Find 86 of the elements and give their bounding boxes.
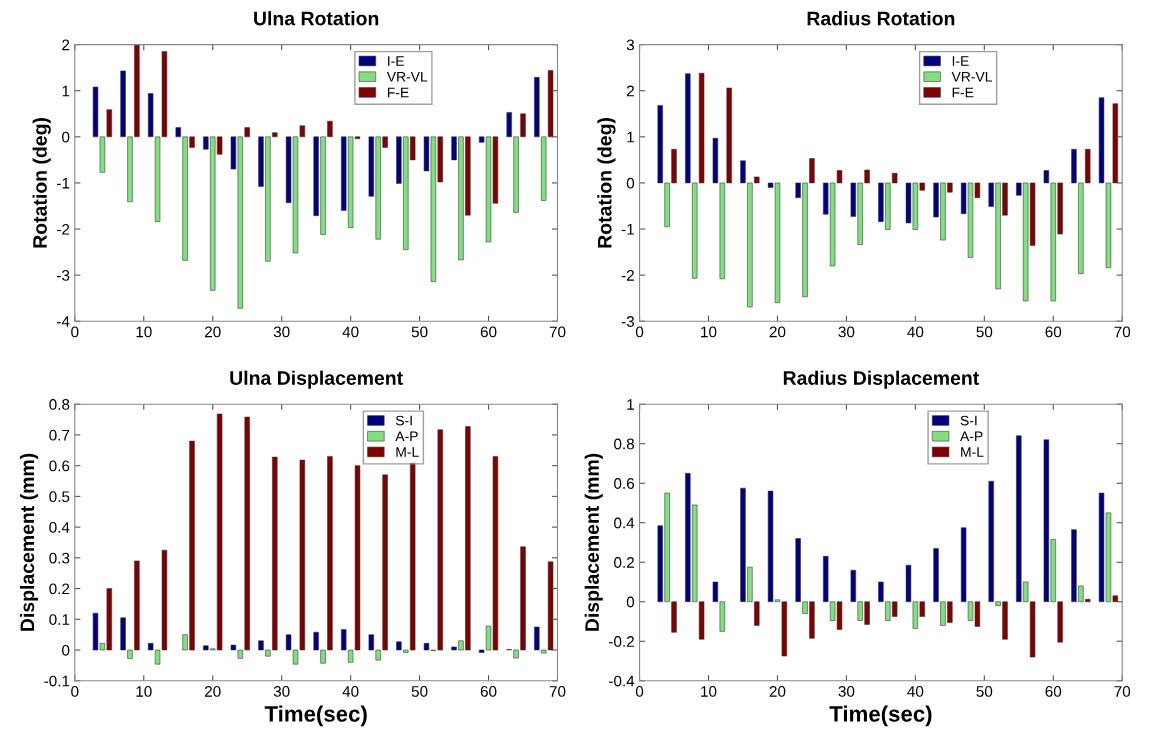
legend-label: M-L <box>396 447 419 457</box>
y-tick-label: 0.4 <box>614 517 635 529</box>
y-tick-label: -0.2 <box>609 636 634 647</box>
chart-title: Ulna Rotation <box>254 11 379 26</box>
y-tick-label: 0 <box>626 177 635 189</box>
x-tick-label: 50 <box>976 686 993 697</box>
x-tick-label: 50 <box>411 686 428 697</box>
y-axis-title: Rotation (deg) <box>32 118 51 248</box>
legend-label: S-I <box>395 415 412 426</box>
y-tick-label: 0 <box>62 644 70 656</box>
y-tick-label: -2 <box>57 223 70 235</box>
y-tick-label: 0.7 <box>49 429 70 441</box>
y-axis-title: Rotation (deg) <box>597 118 616 248</box>
x-axis-title: Time(sec) <box>829 705 932 727</box>
x-axis-title: Time(sec) <box>264 705 367 727</box>
y-tick-label: -1 <box>621 224 634 235</box>
y-axis-title: Displacement (mm) <box>19 453 39 631</box>
legend-label: M-L <box>961 447 984 457</box>
legend-label: I-E <box>952 56 969 66</box>
y-tick-label: -0.4 <box>609 675 635 687</box>
x-tick-label: 10 <box>701 686 717 697</box>
x-tick-label: 40 <box>342 686 359 697</box>
x-tick-label: 60 <box>1045 326 1062 338</box>
chart-title: Radius Rotation <box>807 11 955 26</box>
x-tick-label: 0 <box>635 686 644 697</box>
y-tick-label: 2 <box>626 85 634 97</box>
legend-label: F-E <box>952 87 974 98</box>
x-tick-label: 50 <box>976 326 993 338</box>
chart-title: Ulna Displacement <box>230 370 403 389</box>
y-tick-label: -0.1 <box>44 675 70 687</box>
legend-label: S-I <box>960 415 977 426</box>
y-tick-label: 0.2 <box>614 557 634 568</box>
y-tick-label: 0.2 <box>49 583 70 595</box>
y-tick-label: 0.8 <box>614 438 635 450</box>
y-tick-label: 0 <box>62 131 70 143</box>
y-tick-label: 0.8 <box>49 399 70 410</box>
x-tick-label: 60 <box>480 326 497 338</box>
y-tick-label: -3 <box>621 316 635 327</box>
y-tick-label: 0.3 <box>49 552 70 564</box>
x-tick-label: 30 <box>273 326 290 338</box>
y-tick-label: -2 <box>621 269 634 281</box>
legend-label: A-P <box>395 431 418 442</box>
x-tick-label: 20 <box>205 686 221 697</box>
legend-label: I-E <box>388 56 404 66</box>
x-tick-label: 20 <box>769 326 786 338</box>
x-tick-label: 0 <box>635 326 644 338</box>
y-tick-label: 0.6 <box>49 460 70 472</box>
y-tick-label: -1 <box>57 177 70 189</box>
x-tick-label: 10 <box>701 326 717 338</box>
y-tick-label: 0.5 <box>49 491 70 503</box>
y-tick-label: 3 <box>626 39 635 51</box>
x-tick-label: 40 <box>342 326 359 338</box>
x-tick-label: 40 <box>907 326 924 338</box>
x-tick-label: 20 <box>205 326 221 338</box>
x-tick-label: 10 <box>136 686 152 697</box>
x-tick-label: 40 <box>907 686 924 697</box>
x-tick-label: 70 <box>549 326 566 338</box>
x-tick-label: 70 <box>1114 326 1131 338</box>
x-tick-label: 30 <box>273 686 290 697</box>
x-tick-label: 70 <box>1114 686 1131 697</box>
x-tick-label: 70 <box>549 686 566 697</box>
x-tick-label: 30 <box>838 686 855 697</box>
x-tick-label: 30 <box>838 326 855 338</box>
x-tick-label: 0 <box>71 326 79 338</box>
legend-label: VR-VL <box>386 71 428 82</box>
x-tick-label: 60 <box>1045 686 1062 697</box>
x-tick-label: 60 <box>480 686 497 697</box>
legend-label: A-P <box>960 431 983 442</box>
y-tick-label: 0.6 <box>614 478 635 489</box>
y-tick-label: -4 <box>57 316 70 327</box>
y-tick-label: 1 <box>627 399 634 410</box>
y-tick-label: 1 <box>627 131 634 143</box>
y-tick-label: -3 <box>57 269 70 281</box>
y-tick-label: 0 <box>626 596 635 608</box>
y-axis-title: Displacement (mm) <box>584 453 603 631</box>
x-tick-label: 10 <box>136 326 152 338</box>
x-tick-label: 50 <box>411 326 428 338</box>
legend-label: VR-VL <box>951 71 992 82</box>
y-tick-label: 0.1 <box>49 614 70 625</box>
chart-title: Radius Displacement <box>783 370 979 389</box>
y-tick-label: 2 <box>62 39 70 51</box>
x-tick-label: 20 <box>769 686 786 697</box>
x-tick-label: 0 <box>71 686 79 697</box>
legend-label: F-E <box>387 87 409 98</box>
y-tick-label: 1 <box>62 85 70 97</box>
y-tick-label: 0.4 <box>49 521 70 533</box>
